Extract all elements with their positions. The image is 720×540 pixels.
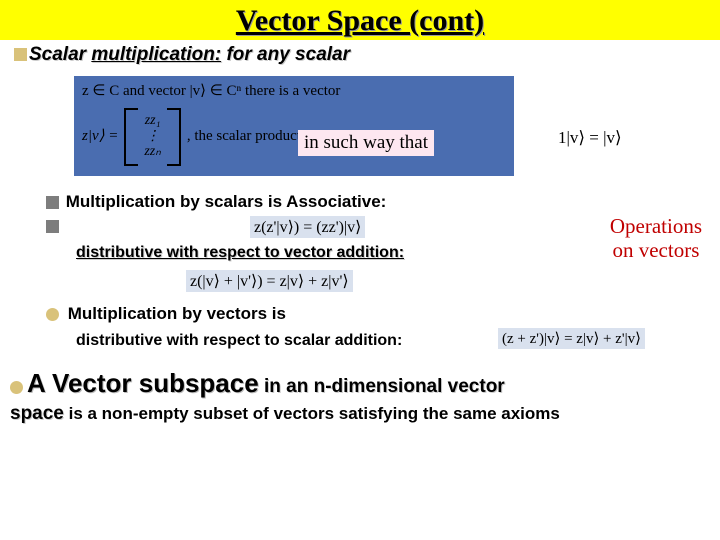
- col-top: zz₁: [145, 113, 161, 128]
- operations-note: Operations on vectors: [610, 214, 702, 262]
- associative-line: Multiplication by scalars is Associative…: [46, 192, 386, 212]
- column-vector: zz₁ ⋮ zzₙ: [144, 113, 160, 159]
- panel-tail: , the scalar product,: [187, 127, 305, 147]
- distributive-vector-label: distributive with respect to vector addi…: [76, 244, 404, 262]
- right-bracket-icon: [167, 108, 181, 166]
- round-bullet-icon: [46, 308, 59, 321]
- definition-panel: z ∈ C and vector |v⟩ ∈ Cⁿ there is a vec…: [74, 76, 514, 176]
- panel-lhs: z|v⟩ =: [82, 127, 118, 147]
- associative-formula: z(z'|v⟩) = (zz')|v⟩: [250, 216, 365, 238]
- col-mid: ⋮: [146, 129, 160, 144]
- scalar-word: Scalar: [29, 44, 86, 65]
- subspace-ndim: n-dimensional vector: [314, 376, 505, 397]
- square-bullet-icon: [46, 196, 59, 209]
- empty-bullet: [46, 218, 61, 236]
- associative-label: Multiplication by scalars is Associative…: [66, 192, 387, 211]
- round-bullet-icon: [10, 381, 23, 394]
- panel-row1: z ∈ C and vector |v⟩ ∈ Cⁿ there is a vec…: [82, 82, 506, 102]
- title-bar: Vector Space (cont): [0, 0, 720, 40]
- subspace-lead: A Vector subspace: [27, 368, 259, 398]
- page-title: Vector Space (cont): [236, 4, 484, 37]
- distributive-scalar-formula: (z + z')|v⟩ = z|v⟩ + z'|v⟩: [498, 328, 645, 349]
- mult-by-vectors-line: Multiplication by vectors is: [46, 304, 286, 324]
- distributive-vector-formula: z(|v⟩ + |v'⟩) = z|v⟩ + z|v'⟩: [186, 270, 353, 292]
- left-bracket-icon: [124, 108, 138, 166]
- subspace-in-an: in an: [259, 376, 314, 397]
- subspace-space: space: [10, 403, 64, 424]
- subspace-paragraph: A Vector subspace in an n-dimensional ve…: [10, 366, 710, 427]
- scalar-mult-heading: Scalar multiplication: for any scalar: [14, 44, 706, 66]
- mult-by-vectors-label: Multiplication by vectors is: [68, 304, 286, 323]
- multiplication-word: multiplication:: [91, 44, 221, 65]
- panel-matrix-row: z|v⟩ = zz₁ ⋮ zzₙ , the scalar product,: [82, 108, 506, 166]
- operations-line2: on vectors: [610, 238, 702, 262]
- in-such-way: in such way that: [298, 130, 434, 156]
- identity-formula: 1|v⟩ = |v⟩: [558, 128, 622, 148]
- subspace-rest: is a non-empty subset of vectors satisfy…: [64, 404, 560, 423]
- square-bullet-icon: [46, 220, 59, 233]
- square-bullet-icon: [14, 48, 27, 61]
- operations-line1: Operations: [610, 214, 702, 238]
- col-bot: zzₙ: [144, 144, 160, 159]
- distributive-scalar-label: distributive with respect to scalar addi…: [76, 332, 402, 350]
- for-any-scalar: for any scalar: [226, 44, 350, 65]
